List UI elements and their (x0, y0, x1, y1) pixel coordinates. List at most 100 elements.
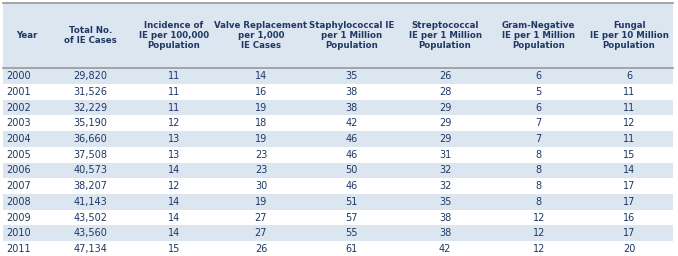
Bar (50, 84, 130, 100)
Bar (304, 225, 398, 241)
Text: 2000: 2000 (6, 71, 31, 81)
Text: Fungal
IE per 10 Million
Population: Fungal IE per 10 Million Population (590, 20, 669, 50)
Bar (130, 241, 218, 256)
Text: 11: 11 (168, 87, 180, 97)
Bar (398, 225, 492, 241)
Bar (3, 225, 50, 241)
Text: 8: 8 (536, 181, 542, 191)
Bar (492, 131, 586, 147)
Bar (492, 84, 586, 100)
Text: 23: 23 (255, 165, 267, 175)
Text: 11: 11 (168, 103, 180, 113)
Bar (304, 178, 398, 194)
Bar (304, 84, 398, 100)
Bar (50, 163, 130, 178)
Text: 30: 30 (255, 181, 267, 191)
Text: 35,190: 35,190 (73, 118, 107, 128)
Text: 12: 12 (623, 118, 635, 128)
Text: 14: 14 (623, 165, 635, 175)
Bar (3, 210, 50, 225)
Bar (218, 68, 304, 84)
Text: 29: 29 (439, 118, 452, 128)
Bar (304, 3, 398, 68)
Bar (304, 100, 398, 115)
Bar (492, 3, 586, 68)
Text: 61: 61 (345, 244, 357, 254)
Bar (304, 68, 398, 84)
Text: Staphylococcal IE
per 1 Million
Population: Staphylococcal IE per 1 Million Populati… (308, 20, 394, 50)
Text: 6: 6 (626, 71, 632, 81)
Text: 31: 31 (439, 150, 451, 160)
Text: 42: 42 (439, 244, 452, 254)
Text: 14: 14 (168, 197, 180, 207)
Text: 27: 27 (255, 212, 267, 222)
Text: 50: 50 (345, 165, 357, 175)
Bar (3, 131, 50, 147)
Bar (3, 147, 50, 163)
Text: 32: 32 (439, 181, 452, 191)
Bar (492, 147, 586, 163)
Bar (586, 84, 673, 100)
Bar (218, 147, 304, 163)
Bar (398, 147, 492, 163)
Text: 2003: 2003 (6, 118, 31, 128)
Text: 28: 28 (439, 87, 452, 97)
Text: 2011: 2011 (6, 244, 31, 254)
Text: 19: 19 (255, 197, 267, 207)
Bar (586, 100, 673, 115)
Bar (130, 68, 218, 84)
Bar (586, 241, 673, 256)
Text: 38: 38 (439, 228, 451, 238)
Bar (304, 147, 398, 163)
Text: 38: 38 (345, 87, 357, 97)
Bar (3, 84, 50, 100)
Bar (130, 115, 218, 131)
Bar (50, 241, 130, 256)
Text: Valve Replacement
per 1,000
IE Cases: Valve Replacement per 1,000 IE Cases (214, 20, 308, 50)
Text: 13: 13 (168, 150, 180, 160)
Bar (3, 241, 50, 256)
Text: 19: 19 (255, 134, 267, 144)
Text: 26: 26 (439, 71, 452, 81)
Text: 2001: 2001 (6, 87, 31, 97)
Bar (492, 194, 586, 210)
Text: 18: 18 (255, 118, 267, 128)
Bar (492, 100, 586, 115)
Text: 47,134: 47,134 (73, 244, 107, 254)
Bar (398, 163, 492, 178)
Bar (50, 3, 130, 68)
Text: 2002: 2002 (6, 103, 31, 113)
Bar (492, 163, 586, 178)
Text: 14: 14 (168, 165, 180, 175)
Bar (586, 115, 673, 131)
Text: 2010: 2010 (6, 228, 31, 238)
Bar (130, 147, 218, 163)
Bar (50, 194, 130, 210)
Bar (218, 100, 304, 115)
Bar (398, 84, 492, 100)
Text: 38: 38 (345, 103, 357, 113)
Text: Year: Year (16, 31, 37, 40)
Text: 57: 57 (345, 212, 357, 222)
Bar (398, 68, 492, 84)
Text: 15: 15 (168, 244, 180, 254)
Bar (492, 241, 586, 256)
Bar (218, 241, 304, 256)
Bar (3, 194, 50, 210)
Bar (492, 225, 586, 241)
Bar (218, 225, 304, 241)
Bar (130, 84, 218, 100)
Text: 46: 46 (345, 181, 357, 191)
Text: 7: 7 (536, 118, 542, 128)
Text: 14: 14 (168, 228, 180, 238)
Text: Streptococcal
IE per 1 Million
Population: Streptococcal IE per 1 Million Populatio… (409, 20, 481, 50)
Bar (50, 68, 130, 84)
Text: 38,207: 38,207 (73, 181, 107, 191)
Bar (398, 194, 492, 210)
Bar (50, 210, 130, 225)
Text: 36,660: 36,660 (73, 134, 107, 144)
Bar (398, 115, 492, 131)
Bar (586, 225, 673, 241)
Bar (398, 3, 492, 68)
Bar (586, 68, 673, 84)
